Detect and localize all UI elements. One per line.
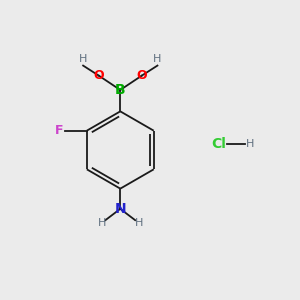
Text: H: H [79, 54, 87, 64]
Text: O: O [136, 69, 147, 82]
Text: N: N [115, 202, 126, 216]
Text: H: H [134, 218, 143, 227]
Text: Cl: Cl [211, 137, 226, 151]
Text: H: H [153, 54, 162, 64]
Text: O: O [94, 69, 104, 82]
Text: H: H [98, 218, 106, 227]
Text: B: B [115, 83, 126, 97]
Text: H: H [245, 139, 254, 149]
Text: F: F [55, 124, 63, 137]
